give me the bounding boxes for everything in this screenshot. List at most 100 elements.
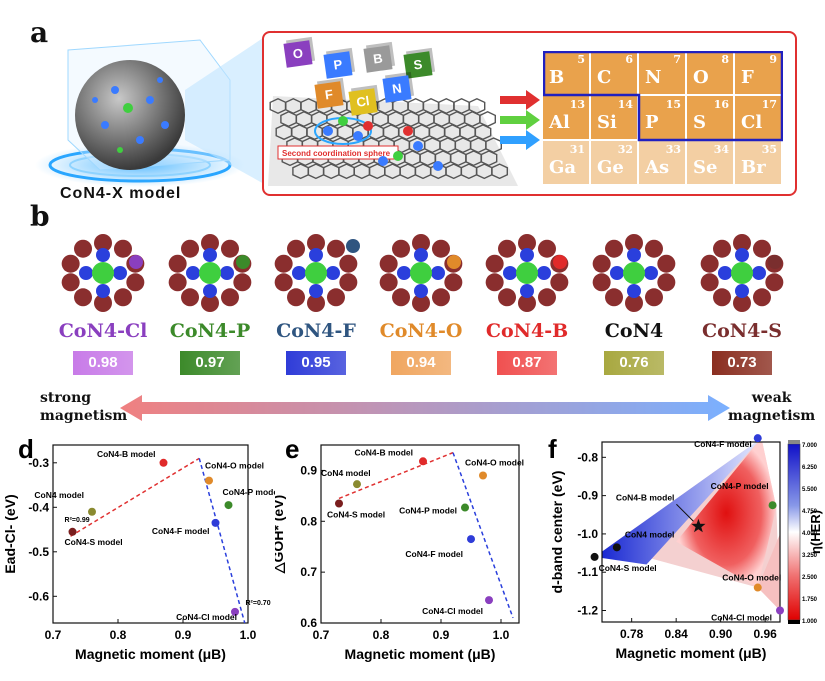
x-axis-label: Magnetic moment (μB)	[75, 646, 226, 662]
element-symbol: F	[741, 67, 754, 88]
atomic-number: 31	[569, 143, 585, 156]
model-name: CoN4-Cl	[58, 320, 148, 342]
element-br: Br 35	[735, 141, 781, 184]
magnetic-moment-badge: 0.87	[497, 351, 557, 375]
blue-region	[602, 442, 758, 565]
y-tick-label: -0.6	[28, 589, 49, 603]
plot-frame	[601, 441, 781, 623]
element-symbol: Al	[549, 112, 570, 133]
cage-model-illustration	[35, 39, 245, 187]
magnetic-moment-badge: 0.73	[712, 351, 772, 375]
element-cube-b: B	[363, 45, 393, 73]
x-tick-label: 0.84	[664, 627, 688, 641]
element-symbol: C	[597, 67, 612, 88]
y-tick-label: -1.0	[577, 527, 598, 541]
colorbar-tick-label: 5.500	[802, 487, 818, 493]
graphene-sheet-illustration: Second coordination sphere	[268, 96, 518, 186]
colorbar-tick-label: 2.500	[802, 575, 818, 581]
data-point	[776, 606, 784, 615]
element-se: Se 34	[687, 141, 733, 184]
model-structure	[168, 234, 252, 312]
atomic-number: 7	[673, 53, 681, 66]
data-point-star	[691, 518, 706, 533]
atomic-number: 9	[769, 53, 777, 66]
element-symbol: As	[645, 157, 670, 178]
point-label: CoN4-Cl model	[176, 612, 237, 622]
y-tick-label: -1.2	[577, 604, 598, 618]
colorbar-tick-label: 1.000	[802, 619, 818, 625]
selection-outline	[543, 51, 783, 142]
data-point	[419, 457, 427, 466]
y-tick-label: 0.9	[300, 463, 317, 477]
point-label: CoN4-O model	[205, 461, 264, 471]
data-point	[467, 535, 475, 544]
model-structure	[485, 234, 569, 312]
model-structure	[274, 234, 360, 312]
point-label: CoN4-S model	[599, 563, 657, 573]
data-point	[335, 499, 343, 508]
panel-label: d	[18, 434, 34, 464]
y-axis-label: Ead-Cl- (eV)	[2, 494, 18, 573]
element-symbol: Ge	[597, 157, 624, 178]
panel-b-label: b	[30, 200, 50, 233]
x-tick-label: 0.7	[313, 628, 330, 642]
point-label: CoN4-S model	[327, 509, 385, 519]
colorbar-tick-label: 1.750	[802, 597, 818, 603]
element-cube-o: O	[283, 40, 313, 68]
point-label: CoN4-F model	[405, 549, 463, 559]
element-cube-p: P	[323, 51, 353, 79]
atom	[413, 141, 423, 151]
model-caption: CoN4-X model	[60, 185, 182, 202]
y-axis-label: d-band center (eV)	[549, 471, 565, 594]
point-label: CoN4-B model	[616, 492, 675, 502]
colorbar	[787, 443, 801, 621]
point-label: CoN4 model	[34, 490, 84, 500]
element-si: Si 14	[591, 96, 637, 139]
trend-line-blue	[452, 452, 514, 619]
x-axis-label: Magnetic moment (μB)	[345, 646, 496, 662]
colorbar-tick-label: 7.000	[802, 443, 818, 449]
y-tick-label: 0.7	[300, 565, 317, 579]
element-cube-f: F	[314, 81, 344, 109]
beam-decoration	[185, 30, 275, 190]
element-symbol: Ga	[549, 157, 577, 178]
data-point	[88, 507, 96, 516]
data-point	[224, 501, 233, 510]
atom	[323, 126, 333, 136]
r2-annotation: R²=0.99	[65, 517, 90, 524]
element-s: S 16	[687, 96, 733, 139]
element-symbol: Cl	[741, 112, 763, 133]
element-cube-n: N	[382, 75, 412, 103]
atom	[353, 131, 363, 141]
atomic-number: 8	[721, 53, 729, 66]
colorbar-tick-label: 4.000	[802, 531, 818, 537]
plot-frame	[320, 444, 520, 624]
colorbar-tick-label: 4.750	[802, 509, 818, 515]
element-symbol: Se	[693, 157, 718, 178]
atomic-number: 35	[761, 143, 777, 156]
element-cl: Cl 17	[735, 96, 781, 139]
point-label: CoN4-F model	[152, 526, 210, 536]
atom	[393, 151, 403, 161]
element-p: P 15	[639, 96, 685, 139]
element-ge: Ge 32	[591, 141, 637, 184]
chart-d: d 0.7 0.8 0.9 1.0 -0.3 -0.4 -0.5 -0.6 Magnetic mo…	[2, 434, 275, 662]
data-point	[353, 480, 361, 489]
data-point	[768, 501, 777, 510]
point-label: CoN4-S model	[65, 537, 123, 547]
x-tick-label: 0.96	[753, 627, 777, 641]
point-label: CoN4 model	[625, 529, 675, 539]
element-symbol: Si	[597, 112, 617, 133]
y-tick-label: -0.8	[577, 450, 598, 464]
panel-a-label: a	[30, 16, 49, 49]
data-point	[231, 607, 239, 616]
atom	[403, 126, 413, 136]
element-ga: Ga 31	[543, 141, 589, 184]
colorbar-label: η(HER)	[808, 510, 823, 554]
data-point	[753, 583, 762, 592]
trend-line-blue	[198, 458, 246, 624]
x-tick-label: 0.8	[110, 628, 127, 642]
